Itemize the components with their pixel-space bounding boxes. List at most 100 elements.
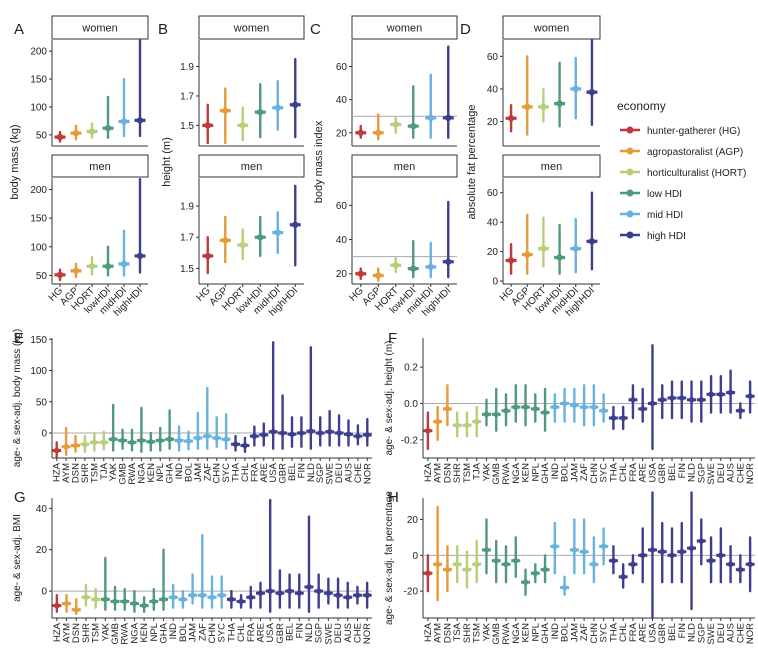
data-point-G-19 — [238, 598, 244, 605]
panel-label-H: H — [388, 489, 399, 506]
data-point-H-30 — [718, 552, 724, 559]
data-point-G-12 — [170, 594, 177, 601]
x-tick-label: NPL — [149, 623, 160, 641]
data-point-H-14 — [561, 584, 568, 591]
data-point-C-men-1 — [375, 272, 382, 279]
data-point-D-women-2 — [540, 103, 547, 111]
x-tick-label: BEL — [667, 463, 678, 481]
x-tick-label: NPL — [530, 463, 541, 481]
data-point-D-men-1 — [524, 251, 531, 258]
data-point-E-15 — [195, 435, 201, 441]
y-tick-label: 40 — [36, 504, 48, 515]
data-point-B-women-0 — [204, 122, 211, 129]
data-point-G-7 — [121, 598, 128, 605]
data-point-E-30 — [336, 430, 342, 436]
data-point-E-32 — [355, 433, 361, 439]
data-point-H-25 — [669, 552, 675, 559]
data-point-H-17 — [591, 561, 597, 568]
data-point-E-14 — [185, 438, 192, 444]
y-tick-label: 20 — [336, 128, 348, 139]
data-point-E-19 — [232, 441, 239, 448]
x-tick-label: CHL — [618, 463, 629, 482]
x-tick-label: NPL — [155, 463, 166, 481]
data-point-D-men-2 — [540, 245, 547, 252]
data-point-F-12 — [542, 409, 548, 416]
x-tick-label: NOR — [745, 463, 756, 484]
x-tick-label: RWA — [127, 462, 138, 484]
x-tick-label: THA — [226, 622, 237, 642]
data-point-H-16 — [581, 548, 587, 555]
data-point-E-8 — [129, 439, 135, 446]
x-tick-label: GMB — [491, 623, 502, 645]
y-tick-label: 20 — [336, 269, 348, 280]
data-point-C-men-5 — [445, 258, 452, 265]
facet-strip-label: women — [533, 23, 569, 35]
data-point-G-6 — [112, 598, 118, 605]
y-axis-title-H: age- & sex-adj. fat percentage — [384, 491, 395, 625]
y-tick-label: 1.9 — [180, 202, 194, 213]
data-point-G-22 — [267, 588, 273, 594]
x-tick-label: SWE — [323, 623, 334, 645]
data-point-G-10 — [151, 598, 157, 605]
data-point-A-women-5 — [136, 117, 144, 124]
facet-strip-label: men — [541, 161, 562, 173]
data-point-G-4 — [92, 596, 99, 603]
data-point-E-22 — [260, 432, 267, 438]
data-point-A-men-5 — [136, 252, 144, 260]
x-tick-label: THA — [231, 462, 242, 482]
data-point-G-9 — [141, 602, 147, 609]
y-tick-label: 200 — [30, 47, 47, 58]
y-tick-label: 20 — [407, 515, 419, 526]
legend-label-HORT: horticulturalist (HORT) — [647, 168, 746, 179]
x-tick-label: USA — [647, 622, 658, 642]
x-tick-label: SYC — [599, 623, 610, 643]
x-tick-label: ARE — [255, 623, 266, 643]
data-point-F-14 — [561, 400, 568, 407]
data-point-G-21 — [257, 590, 264, 596]
y-tick-label: 1.5 — [180, 264, 194, 275]
y-axis-title-D: absolute fat percentage — [466, 105, 478, 220]
data-point-C-men-3 — [410, 265, 417, 272]
x-tick-label: FIN — [294, 623, 305, 638]
x-tick-label: USA — [647, 462, 658, 482]
data-point-F-9 — [512, 404, 519, 410]
x-tick-label: GHA — [540, 462, 551, 483]
x-tick-label: TJA — [472, 462, 483, 480]
x-tick-label: GBR — [278, 463, 289, 484]
data-point-G-31 — [354, 592, 361, 599]
y-axis-title-C: body mass index — [313, 120, 325, 203]
facet-strip-label: women — [81, 23, 117, 35]
legend-swatch-dot-HG — [626, 126, 634, 134]
data-point-A-women-2 — [88, 128, 96, 135]
data-point-G-29 — [335, 592, 341, 599]
data-point-H-33 — [747, 561, 753, 568]
x-tick-label: GHA — [159, 622, 170, 643]
y-tick-label: 60 — [487, 52, 499, 63]
x-tick-label: YAK — [481, 622, 492, 641]
facet-strip-B-men — [198, 154, 305, 178]
data-point-H-12 — [542, 566, 548, 573]
data-point-H-22 — [639, 552, 646, 559]
x-tick-label: FRA — [628, 622, 639, 642]
data-point-G-32 — [364, 592, 370, 599]
x-tick-label: CHE — [735, 463, 746, 483]
data-point-F-7 — [493, 411, 500, 418]
facet-strip-label: men — [241, 161, 262, 173]
panel-label-E: E — [14, 330, 24, 347]
data-point-E-3 — [82, 441, 88, 448]
facet-strip-B-women — [198, 15, 305, 40]
x-tick-label: TSM — [462, 463, 473, 483]
facet-strip-label: women — [233, 23, 269, 35]
x-tick-label: JAM — [188, 623, 199, 642]
facet-strip-label: women — [386, 23, 422, 35]
data-point-F-15 — [571, 402, 578, 409]
data-point-A-men-1 — [72, 267, 80, 275]
x-tick-label: NOR — [745, 623, 756, 644]
x-tick-label: YAK — [481, 462, 492, 481]
data-point-E-1 — [63, 443, 69, 450]
legend-swatch-dot-mid — [626, 210, 634, 218]
x-tick-label: AYM — [62, 623, 73, 643]
x-tick-label: NLD — [687, 623, 698, 642]
data-point-G-11 — [160, 596, 167, 603]
data-point-A-men-3 — [104, 263, 112, 270]
